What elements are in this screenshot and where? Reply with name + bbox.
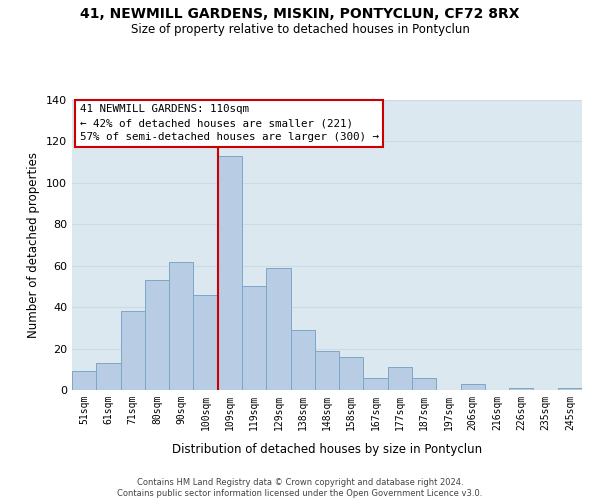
Bar: [315, 350, 339, 390]
Bar: [266, 268, 290, 390]
Bar: [169, 262, 193, 390]
Bar: [339, 357, 364, 390]
Text: 41 NEWMILL GARDENS: 110sqm
← 42% of detached houses are smaller (221)
57% of sem: 41 NEWMILL GARDENS: 110sqm ← 42% of deta…: [80, 104, 379, 142]
Text: Distribution of detached houses by size in Pontyclun: Distribution of detached houses by size …: [172, 442, 482, 456]
Bar: [461, 384, 485, 390]
Text: 41, NEWMILL GARDENS, MISKIN, PONTYCLUN, CF72 8RX: 41, NEWMILL GARDENS, MISKIN, PONTYCLUN, …: [80, 8, 520, 22]
Text: Size of property relative to detached houses in Pontyclun: Size of property relative to detached ho…: [131, 22, 469, 36]
Bar: [364, 378, 388, 390]
Bar: [509, 388, 533, 390]
Text: Contains HM Land Registry data © Crown copyright and database right 2024.
Contai: Contains HM Land Registry data © Crown c…: [118, 478, 482, 498]
Bar: [121, 312, 145, 390]
Y-axis label: Number of detached properties: Number of detached properties: [28, 152, 40, 338]
Bar: [145, 280, 169, 390]
Bar: [242, 286, 266, 390]
Bar: [96, 363, 121, 390]
Bar: [412, 378, 436, 390]
Bar: [558, 388, 582, 390]
Bar: [388, 367, 412, 390]
Bar: [193, 294, 218, 390]
Bar: [218, 156, 242, 390]
Bar: [290, 330, 315, 390]
Bar: [72, 372, 96, 390]
